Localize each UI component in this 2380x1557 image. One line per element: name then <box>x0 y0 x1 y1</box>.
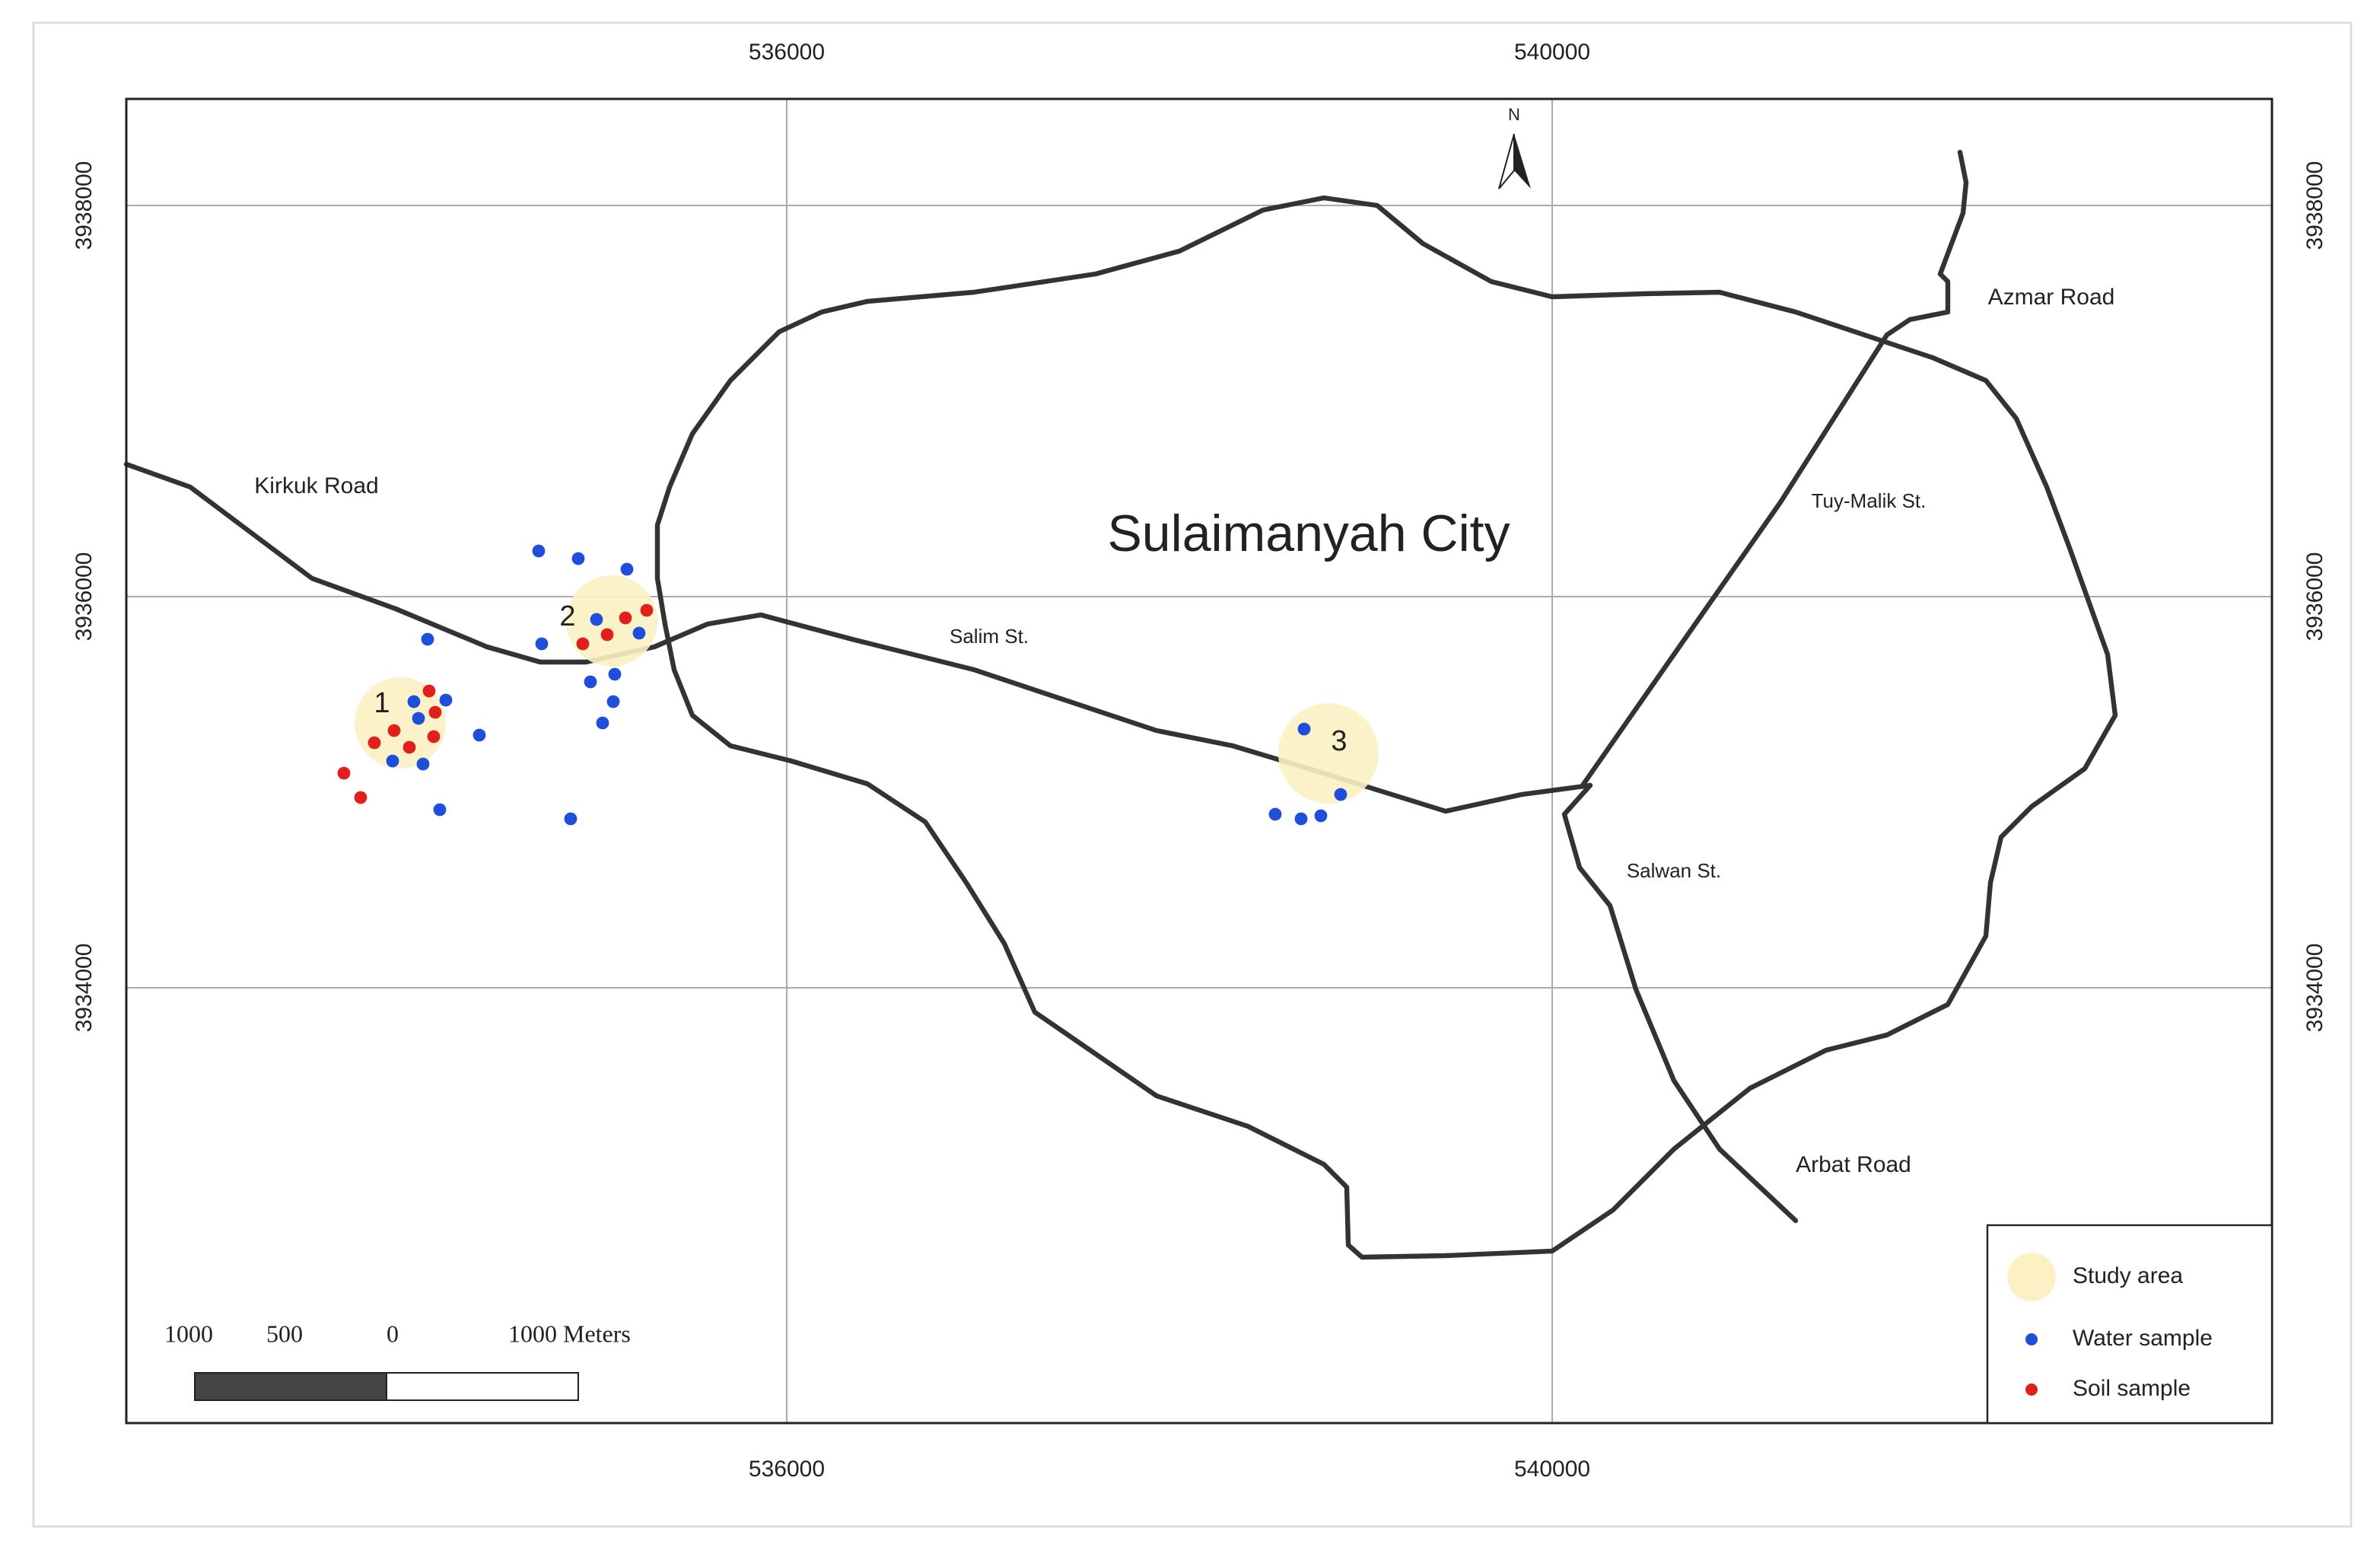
legend-swatch <box>2007 1253 2056 1301</box>
water-sample <box>1294 812 1308 826</box>
study-area-label: 1 <box>374 687 390 719</box>
y-tick-label: 3934000 <box>2302 944 2328 1033</box>
y-tick-label: 3936000 <box>2302 552 2328 642</box>
water-sample <box>608 667 622 681</box>
ring-road <box>654 195 2118 1260</box>
scale-label: 1000 <box>164 1320 213 1347</box>
water-sample <box>1297 722 1311 736</box>
water-sample <box>386 754 399 768</box>
scale-label: 500 <box>266 1320 303 1347</box>
water-sample <box>412 712 425 725</box>
road-label: Kirkuk Road <box>254 473 378 498</box>
tuy-malik-azmar-road <box>1580 149 1969 788</box>
x-tick-label: 536000 <box>749 1457 825 1482</box>
north-label: N <box>1508 105 1520 124</box>
x-tick-label: 540000 <box>1514 1457 1590 1482</box>
y-tick-label: 3938000 <box>2302 161 2328 250</box>
water-sample <box>596 716 609 730</box>
legend-label: Study area <box>2073 1263 2183 1288</box>
water-sample <box>439 693 453 707</box>
page-frame <box>32 21 2353 1528</box>
water-sample <box>473 728 486 742</box>
legend-label: Water sample <box>2073 1326 2213 1351</box>
soil-sample <box>337 766 351 780</box>
water-sample <box>564 812 578 826</box>
soil-sample <box>387 724 401 737</box>
water-sample <box>571 552 585 565</box>
legend: Study area Water sample Soil sample <box>1986 1224 2273 1425</box>
scale-label: 0 <box>387 1320 399 1347</box>
y-tick-label: 3936000 <box>72 552 97 642</box>
study-area-label: 2 <box>559 600 575 632</box>
legend-swatch <box>2025 1333 2038 1345</box>
grid <box>126 99 2272 1423</box>
water-sample <box>535 637 549 651</box>
scale-label: 1000 Meters <box>508 1320 631 1347</box>
soil-sample <box>354 791 368 804</box>
y-tick-label: 3934000 <box>72 944 97 1033</box>
scale-bar <box>194 1372 387 1401</box>
water-sample <box>407 695 421 708</box>
legend-label: Soil sample <box>2073 1376 2191 1401</box>
soil-sample <box>640 603 654 617</box>
road-label: Tuy-Malik St. <box>1812 489 1927 512</box>
road-label: Azmar Road <box>1988 285 2115 310</box>
road-label: Salim St. <box>950 625 1029 648</box>
soil-sample <box>422 684 436 698</box>
map-frame <box>125 97 2273 1425</box>
water-sample <box>1268 807 1282 821</box>
study-area-label: 3 <box>1331 725 1347 757</box>
study-area <box>566 575 657 667</box>
water-sample <box>416 757 430 771</box>
soil-sample <box>576 637 590 651</box>
water-sample <box>590 613 603 626</box>
water-sample <box>606 695 620 708</box>
soil-sample <box>619 611 632 625</box>
road-label: Salwan St. <box>1627 859 1721 882</box>
soil-sample <box>600 628 614 642</box>
study-area <box>1278 703 1379 804</box>
water-sample <box>1314 809 1328 823</box>
water-sample <box>532 544 546 558</box>
soil-sample <box>402 740 416 754</box>
x-tick-label: 536000 <box>749 40 825 65</box>
soil-sample <box>428 705 442 719</box>
x-tick-label: 540000 <box>1514 40 1590 65</box>
water-sample <box>1334 788 1348 801</box>
water-sample <box>620 562 634 576</box>
salwan-arbat-road <box>1561 782 1799 1224</box>
legend-swatch <box>2025 1383 2038 1396</box>
north-arrow <box>1514 134 1531 189</box>
soil-sample <box>368 736 381 750</box>
water-sample <box>421 632 434 646</box>
sample-points <box>337 544 1348 826</box>
road-label: Arbat Road <box>1796 1152 1911 1177</box>
soil-sample <box>427 730 441 743</box>
water-sample <box>433 803 447 817</box>
water-sample <box>632 626 646 640</box>
y-tick-label: 3938000 <box>72 161 97 250</box>
water-sample <box>584 675 597 689</box>
scale-bar <box>386 1372 579 1401</box>
map-title: Sulaimanyah City <box>1107 505 1510 562</box>
